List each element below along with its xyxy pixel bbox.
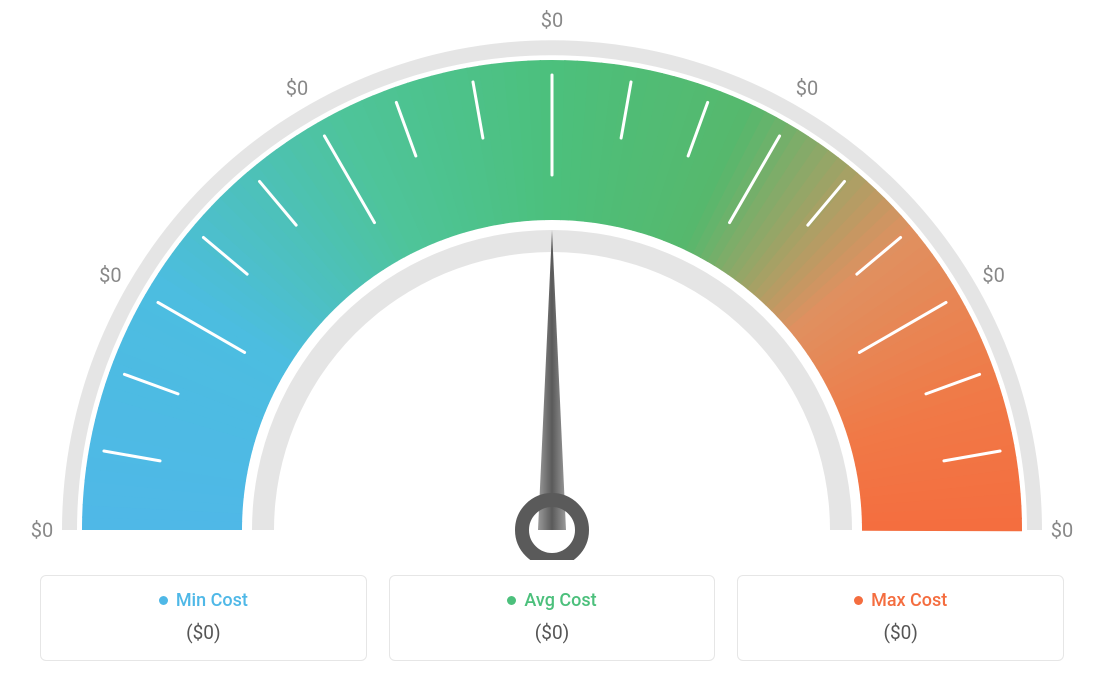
gauge-tick-label: $0 [541, 8, 563, 32]
legend-title-max: Max Cost [854, 590, 947, 611]
legend-dot-max [854, 596, 863, 605]
legend-label-min: Min Cost [176, 590, 248, 611]
legend-row: Min Cost ($0) Avg Cost ($0) Max Cost ($0… [40, 575, 1064, 661]
legend-value-max: ($0) [748, 621, 1053, 644]
legend-value-avg: ($0) [400, 621, 705, 644]
legend-label-max: Max Cost [871, 590, 947, 611]
legend-label-avg: Avg Cost [524, 590, 596, 611]
gauge-tick-label: $0 [982, 263, 1004, 287]
legend-card-min: Min Cost ($0) [40, 575, 367, 661]
legend-dot-min [159, 596, 168, 605]
legend-title-avg: Avg Cost [507, 590, 596, 611]
gauge-tick-label: $0 [1051, 518, 1073, 542]
cost-gauge-chart: { "gauge": { "type": "gauge", "cx": 552,… [0, 0, 1104, 690]
legend-title-min: Min Cost [159, 590, 248, 611]
gauge-svg [0, 0, 1104, 560]
gauge-tick-label: $0 [31, 518, 53, 542]
legend-dot-avg [507, 596, 516, 605]
legend-card-max: Max Cost ($0) [737, 575, 1064, 661]
gauge-tick-label: $0 [99, 263, 121, 287]
gauge-tick-label: $0 [286, 76, 308, 100]
legend-card-avg: Avg Cost ($0) [389, 575, 716, 661]
gauge-area: $0 $0 $0 $0 $0 $0 $0 [0, 0, 1104, 560]
legend-value-min: ($0) [51, 621, 356, 644]
gauge-tick-label: $0 [796, 76, 818, 100]
